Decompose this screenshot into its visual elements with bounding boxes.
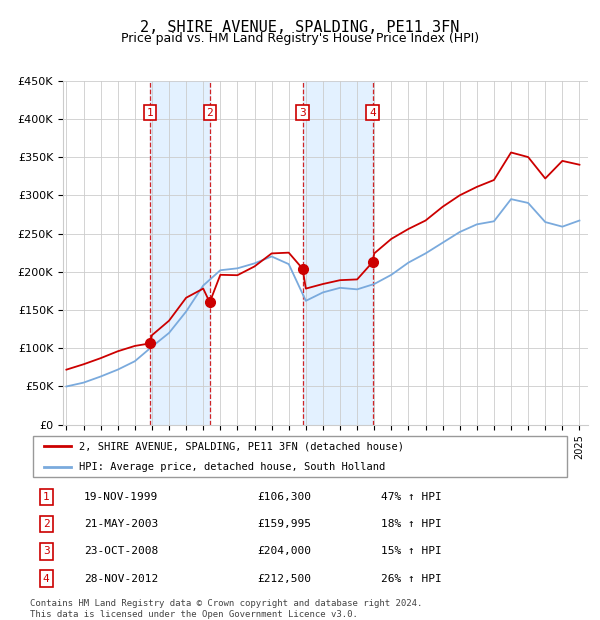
Text: 3: 3 xyxy=(43,546,50,556)
Text: 15% ↑ HPI: 15% ↑ HPI xyxy=(381,546,442,556)
Text: £159,995: £159,995 xyxy=(257,520,311,529)
Text: 1: 1 xyxy=(43,492,50,502)
Text: 18% ↑ HPI: 18% ↑ HPI xyxy=(381,520,442,529)
Text: Contains HM Land Registry data © Crown copyright and database right 2024.
This d: Contains HM Land Registry data © Crown c… xyxy=(30,600,422,619)
Text: 21-MAY-2003: 21-MAY-2003 xyxy=(84,520,158,529)
Text: 4: 4 xyxy=(43,574,50,583)
FancyBboxPatch shape xyxy=(33,436,568,477)
Text: 2, SHIRE AVENUE, SPALDING, PE11 3FN (detached house): 2, SHIRE AVENUE, SPALDING, PE11 3FN (det… xyxy=(79,441,404,451)
Bar xyxy=(150,81,210,425)
Text: HPI: Average price, detached house, South Holland: HPI: Average price, detached house, Sout… xyxy=(79,461,385,472)
Text: 2, SHIRE AVENUE, SPALDING, PE11 3FN: 2, SHIRE AVENUE, SPALDING, PE11 3FN xyxy=(140,20,460,35)
Text: 1: 1 xyxy=(146,108,153,118)
Text: 2: 2 xyxy=(43,520,50,529)
Text: £212,500: £212,500 xyxy=(257,574,311,583)
Text: 2: 2 xyxy=(206,108,213,118)
Text: 4: 4 xyxy=(369,108,376,118)
Text: 23-OCT-2008: 23-OCT-2008 xyxy=(84,546,158,556)
Text: £106,300: £106,300 xyxy=(257,492,311,502)
Text: 3: 3 xyxy=(299,108,306,118)
Text: 47% ↑ HPI: 47% ↑ HPI xyxy=(381,492,442,502)
Text: Price paid vs. HM Land Registry's House Price Index (HPI): Price paid vs. HM Land Registry's House … xyxy=(121,32,479,45)
Text: £204,000: £204,000 xyxy=(257,546,311,556)
Text: 28-NOV-2012: 28-NOV-2012 xyxy=(84,574,158,583)
Text: 26% ↑ HPI: 26% ↑ HPI xyxy=(381,574,442,583)
Bar xyxy=(302,81,373,425)
Text: 19-NOV-1999: 19-NOV-1999 xyxy=(84,492,158,502)
